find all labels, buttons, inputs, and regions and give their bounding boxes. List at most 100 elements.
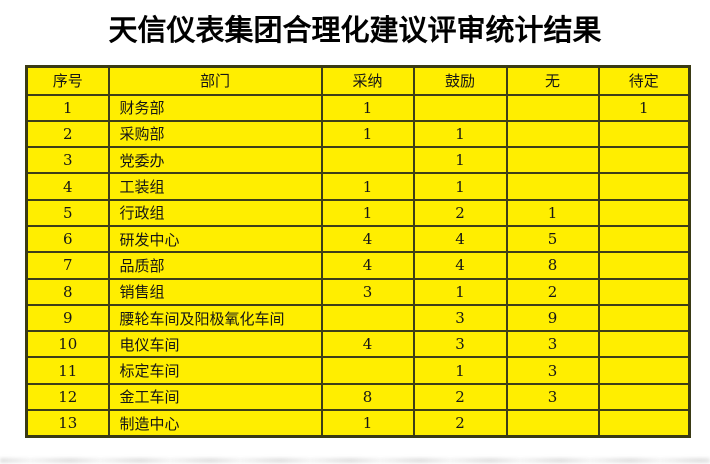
table-cell xyxy=(597,277,691,306)
department-cell: 采购部 xyxy=(107,119,323,149)
table-cell: 2 xyxy=(412,409,508,438)
table-cell: 4 xyxy=(320,330,415,359)
table-cell xyxy=(412,93,508,122)
table-cell xyxy=(505,146,600,175)
department-cell: 工装组 xyxy=(107,172,323,201)
table-cell: 1 xyxy=(412,172,508,201)
column-header: 序号 xyxy=(25,65,110,96)
table-cell: 1 xyxy=(505,198,600,227)
page-title: 天信仪表集团合理化建议评审统计结果 xyxy=(108,13,602,47)
table-cell xyxy=(320,146,415,175)
table-body: 1 财务部 1 1 2 采购部 1 1 3 党委办 1 4 工装组 1 1 5 行政组 1 2 1 6 研发中心 4 4 5 7 品… xyxy=(25,93,691,438)
table-cell xyxy=(597,251,691,280)
department-cell: 电仪车间 xyxy=(107,330,323,359)
table-cell xyxy=(597,409,691,438)
table-cell: 3 xyxy=(412,330,508,359)
table-row: 6 研发中心 4 4 5 xyxy=(25,224,691,254)
table-cell: 1 xyxy=(320,172,415,201)
table-cell xyxy=(505,93,600,122)
table-cell xyxy=(505,119,600,149)
table-cell: 1 xyxy=(412,119,508,149)
table-cell: 3 xyxy=(505,382,600,412)
column-header: 采纳 xyxy=(320,65,415,96)
table-cell: 1 xyxy=(320,409,415,438)
table-row: 2 采购部 1 1 xyxy=(25,119,691,149)
table-row: 5 行政组 1 2 1 xyxy=(25,198,691,227)
table-cell: 8 xyxy=(320,382,415,412)
table-cell xyxy=(505,409,600,438)
department-cell: 品质部 xyxy=(107,251,323,280)
table-cell: 2 xyxy=(505,277,600,306)
table-cell xyxy=(320,356,415,385)
table-cell: 1 xyxy=(320,198,415,227)
table-cell: 1 xyxy=(412,146,508,175)
department-cell: 研发中心 xyxy=(107,224,323,254)
table-row: 7 品质部 4 4 8 xyxy=(25,251,691,280)
table-row: 13 制造中心 1 2 xyxy=(25,409,691,438)
table-cell xyxy=(597,224,691,254)
table-cell xyxy=(505,172,600,201)
table-cell xyxy=(597,146,691,175)
table-row: 12 金工车间 8 2 3 xyxy=(25,382,691,412)
photo-edge-artifact xyxy=(0,458,710,463)
table-row: 11 标定车间 1 3 xyxy=(25,356,691,385)
column-header: 部门 xyxy=(107,65,323,96)
table-cell: 2 xyxy=(25,119,110,149)
table-cell xyxy=(597,119,691,149)
table-cell: 3 xyxy=(505,330,600,359)
table-cell: 1 xyxy=(25,93,110,122)
table-row: 3 党委办 1 xyxy=(25,146,691,175)
table-row: 4 工装组 1 1 xyxy=(25,172,691,201)
column-header: 无 xyxy=(505,65,600,96)
department-cell: 财务部 xyxy=(107,93,323,122)
table-cell: 2 xyxy=(412,198,508,227)
table-cell: 8 xyxy=(505,251,600,280)
table-cell: 10 xyxy=(25,330,110,359)
table-row: 8 销售组 3 1 2 xyxy=(25,277,691,306)
table-cell: 9 xyxy=(505,303,600,333)
table-cell: 1 xyxy=(320,119,415,149)
department-cell: 制造中心 xyxy=(107,409,323,438)
table-cell xyxy=(320,303,415,333)
table-cell: 3 xyxy=(412,303,508,333)
department-cell: 金工车间 xyxy=(107,382,323,412)
table-cell: 4 xyxy=(320,224,415,254)
table-cell: 4 xyxy=(412,251,508,280)
column-header: 待定 xyxy=(597,65,691,96)
department-cell: 销售组 xyxy=(107,277,323,306)
table-cell xyxy=(597,382,691,412)
column-header: 鼓励 xyxy=(412,65,508,96)
table-cell: 3 xyxy=(505,356,600,385)
table-cell: 13 xyxy=(25,409,110,438)
table-cell: 11 xyxy=(25,356,110,385)
table-cell: 4 xyxy=(412,224,508,254)
table-cell: 4 xyxy=(25,172,110,201)
table-cell: 1 xyxy=(412,356,508,385)
table-cell: 1 xyxy=(597,93,691,122)
department-cell: 党委办 xyxy=(107,146,323,175)
department-cell: 腰轮车间及阳极氧化车间 xyxy=(107,303,323,333)
table-cell: 12 xyxy=(25,382,110,412)
table-cell xyxy=(597,330,691,359)
table-cell xyxy=(597,303,691,333)
table-cell xyxy=(597,172,691,201)
table-cell: 7 xyxy=(25,251,110,280)
table-cell: 6 xyxy=(25,224,110,254)
table-row: 9 腰轮车间及阳极氧化车间 3 9 xyxy=(25,303,691,333)
table-cell: 3 xyxy=(320,277,415,306)
table-cell: 8 xyxy=(25,277,110,306)
stats-table: 序号 部门 采纳 鼓励无待定 1 财务部 1 1 2 采购部 1 1 3 党委办 1 4 工装组 1 1 5 行政组 1… xyxy=(25,65,691,438)
department-cell: 行政组 xyxy=(107,198,323,227)
department-cell: 标定车间 xyxy=(107,356,323,385)
table-row: 10 电仪车间 4 3 3 xyxy=(25,330,691,359)
table-cell xyxy=(597,356,691,385)
table-cell: 9 xyxy=(25,303,110,333)
header-row: 序号 部门 采纳 鼓励无待定 xyxy=(25,65,691,96)
table-row: 1 财务部 1 1 xyxy=(25,93,691,122)
table-cell: 2 xyxy=(412,382,508,412)
table-cell: 5 xyxy=(25,198,110,227)
table-cell: 4 xyxy=(320,251,415,280)
table-cell xyxy=(597,198,691,227)
table-cell: 1 xyxy=(320,93,415,122)
table-cell: 1 xyxy=(412,277,508,306)
